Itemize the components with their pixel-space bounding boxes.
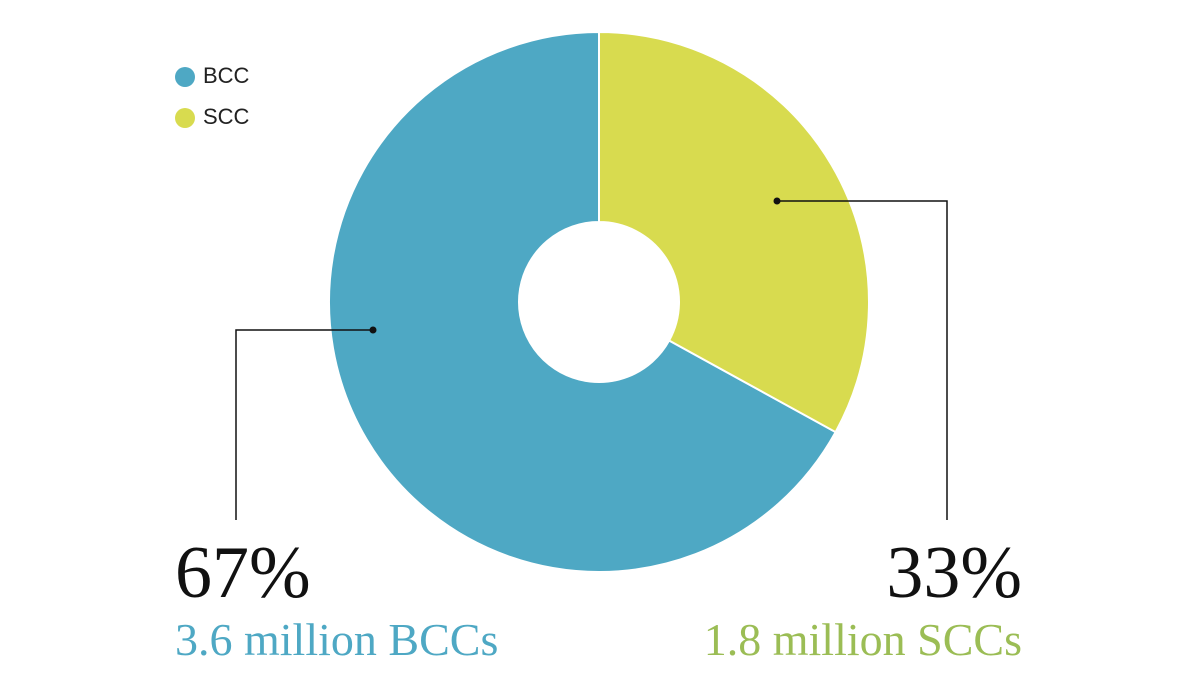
slice	[598, 30, 870, 434]
legend-swatch	[175, 108, 195, 128]
legend-label: BCC	[203, 63, 250, 88]
slice	[328, 30, 837, 573]
annotation: 1.8 million SCCs	[704, 614, 1022, 665]
leader-line	[777, 200, 948, 520]
annotation: 3.6 million BCCs	[175, 614, 498, 665]
leader-dot	[773, 197, 781, 205]
legend-label: SCC	[203, 104, 250, 129]
value-label: 67%	[175, 532, 311, 614]
legend-swatch	[175, 67, 195, 87]
leader-dot	[369, 326, 377, 334]
value-label: 33%	[886, 532, 1022, 614]
leader-line	[235, 329, 373, 520]
